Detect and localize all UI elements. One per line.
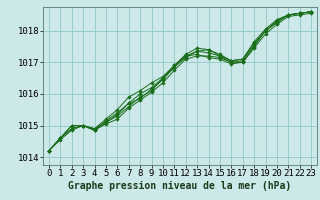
X-axis label: Graphe pression niveau de la mer (hPa): Graphe pression niveau de la mer (hPa) [68, 181, 292, 191]
